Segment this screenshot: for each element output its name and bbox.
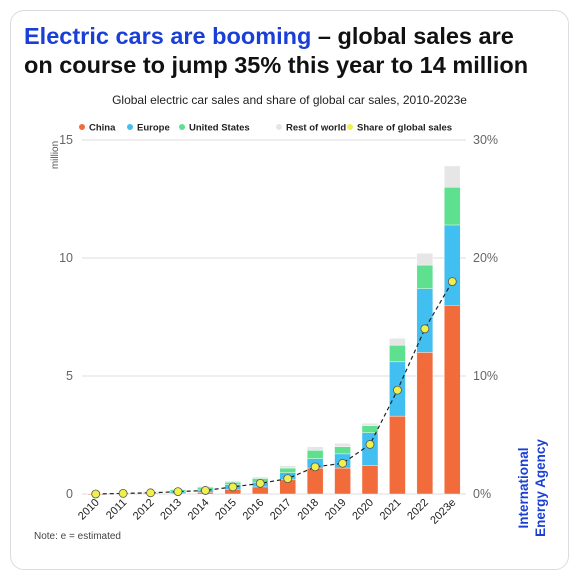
bar-segment xyxy=(444,305,461,495)
bar-segment xyxy=(334,467,351,495)
y-axis-label: million xyxy=(50,141,61,169)
share-point xyxy=(146,488,155,498)
share-point xyxy=(283,474,293,484)
bar-segment xyxy=(252,486,269,495)
bar-segment xyxy=(389,345,406,363)
legend-label: Europe xyxy=(137,123,170,134)
headline: Electric cars are booming – global sales… xyxy=(24,22,544,80)
x-tick-label: 2020 xyxy=(350,497,376,523)
bar-segment xyxy=(361,423,379,426)
share-point xyxy=(310,462,320,472)
bar-segment xyxy=(416,352,434,495)
share-point xyxy=(393,385,402,395)
bar-segment xyxy=(279,467,296,473)
x-tick-label: 2022 xyxy=(405,497,431,523)
bar-segment xyxy=(306,446,324,451)
y-tick-label: 5 xyxy=(66,369,73,383)
x-tick-label: 2017 xyxy=(268,497,294,523)
bar-segment xyxy=(306,467,324,495)
bar-segment xyxy=(416,288,434,353)
y-tick-label: 15 xyxy=(59,133,73,147)
bar-segment xyxy=(306,450,324,459)
y-tick-label: 10 xyxy=(59,251,73,265)
share-point xyxy=(173,487,183,497)
x-tick-label: 2023e xyxy=(428,497,458,527)
bar-segment xyxy=(444,165,461,188)
x-tick-label: 2015 xyxy=(213,497,239,523)
bar-segment xyxy=(279,465,296,469)
bar-segment xyxy=(334,443,351,448)
headline-rest: – global sales are on course to jump 35%… xyxy=(24,23,529,78)
share-point xyxy=(365,440,375,449)
legend-swatch xyxy=(276,124,282,130)
legend-swatch xyxy=(79,124,85,130)
y2-tick-label: 30% xyxy=(473,133,498,147)
bar-segment xyxy=(389,338,406,346)
bar-segment xyxy=(252,476,269,479)
y2-tick-label: 20% xyxy=(473,251,498,265)
share-point xyxy=(201,486,210,495)
x-tick-label: 2019 xyxy=(323,497,349,523)
bar-segment xyxy=(444,186,461,226)
x-tick-label: 2021 xyxy=(378,497,404,523)
x-tick-label: 2013 xyxy=(158,497,184,523)
bar-segment xyxy=(361,465,379,495)
bar-segment xyxy=(416,264,434,289)
legend-label: Rest of world xyxy=(286,123,346,134)
bar-segment xyxy=(224,480,242,483)
x-tick-label: 2011 xyxy=(104,497,129,522)
x-tick-label: 2014 xyxy=(186,497,212,523)
legend-label: China xyxy=(89,123,116,134)
bar-segment xyxy=(389,415,406,495)
legend-label: Share of global sales xyxy=(357,123,452,134)
share-point xyxy=(255,478,265,488)
x-tick-label: 2012 xyxy=(131,497,157,523)
footnote: Note: e = estimated xyxy=(34,531,121,542)
bar-segment xyxy=(334,446,351,455)
share-point xyxy=(228,482,238,492)
y2-tick-label: 0% xyxy=(473,487,491,501)
y2-tick-label: 10% xyxy=(473,369,498,383)
bar-segment xyxy=(416,253,434,266)
bar-segment xyxy=(361,425,379,433)
share-point xyxy=(447,277,457,287)
share-point xyxy=(91,489,101,499)
share-point xyxy=(118,489,128,498)
chart-title: Global electric car sales and share of g… xyxy=(112,93,467,107)
legend-swatch xyxy=(127,124,133,130)
watermark-line-1: International xyxy=(516,447,531,528)
x-tick-label: 2016 xyxy=(241,497,267,523)
headline-accent: Electric cars are booming xyxy=(24,23,312,49)
legend-label: United States xyxy=(189,123,250,134)
x-tick-label: 2010 xyxy=(76,497,102,523)
bar-segment xyxy=(444,224,461,306)
y-tick-label: 0 xyxy=(66,487,73,501)
watermark-line-2: Energy Agency xyxy=(533,439,548,537)
share-line xyxy=(95,281,453,495)
legend-swatch xyxy=(347,124,353,130)
share-point xyxy=(420,324,430,334)
x-tick-label: 2018 xyxy=(295,497,321,523)
bar-segment xyxy=(361,432,379,466)
legend-swatch xyxy=(179,124,185,130)
share-point xyxy=(338,458,347,468)
